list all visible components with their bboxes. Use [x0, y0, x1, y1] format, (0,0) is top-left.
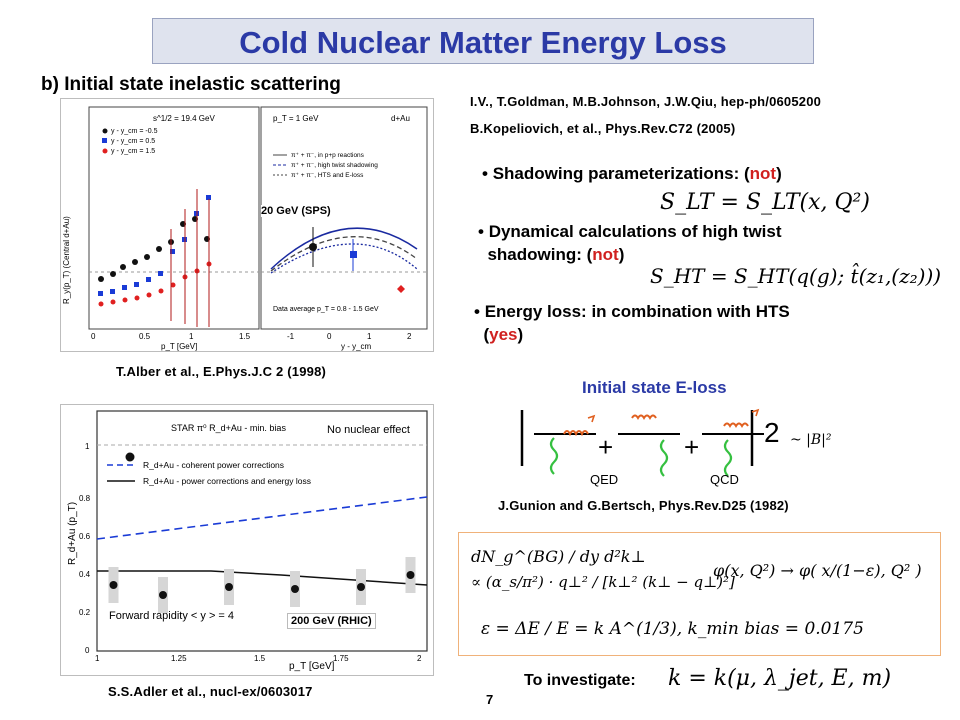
plot-rhic-xtick-0: 1 [95, 654, 100, 663]
bullet-shadowing: • Shadowing parameterizations: (not) [482, 164, 782, 183]
eq-slt: S_LT = S_LT(x, Q²) [660, 190, 870, 215]
plot-sps-xtick-r2: 1 [367, 332, 372, 341]
plot-sps-ylabel: R_y(p_T) (Central d+Au) [62, 216, 71, 304]
rhic-data-point [357, 583, 365, 591]
plot-rhic-ytick-4: 0.8 [79, 494, 91, 503]
bullet-dynamical-text2: shadowing: ( [487, 245, 593, 264]
plot-sps-xlabel-right: y - y_cm [341, 342, 372, 351]
eq-investigate: k = k(μ, λ_jet, E, m) [668, 666, 892, 691]
bullet-shadowing-not: not [749, 164, 777, 183]
plot-sps-svg: s^1/2 = 19.4 GeV p_T = 1 GeV d+Au y - y_… [62, 106, 428, 351]
bullet-energy-loss-close: ) [517, 325, 524, 344]
plot-sps-xtick-0: 0 [91, 332, 96, 341]
bullet-energy-loss: • Energy loss: in combination with HTS (… [474, 302, 790, 344]
bullet-shadowing-close: ) [776, 164, 782, 183]
bullet-dynamical-not: not [592, 245, 619, 264]
ref-adler: S.S.Adler et al., nucl-ex/0603017 [108, 684, 313, 699]
plot-sps-xtick-r3: 2 [407, 332, 412, 341]
plot-rhic-ylabel: R_d+Au (p_T) [67, 502, 78, 565]
ref-alber: T.Alber et al., E.Phys.J.C 2 (1998) [116, 364, 327, 379]
plot-sps-xtick-r0: -1 [287, 332, 295, 341]
plot-rhic-xtick-1: 1.25 [171, 654, 187, 663]
section-subtitle: b) Initial state inelastic scattering [41, 74, 341, 95]
ref-kopeliovich: B.Kopeliovich, et al., Phys.Rev.C72 (200… [470, 121, 736, 136]
diagram-eloss: + + QED QCD 2 ~ |B|² [514, 400, 854, 492]
plot-sps-right-header-l: p_T = 1 GeV [273, 114, 319, 123]
bullet-energy-loss-yes: yes [489, 325, 518, 344]
plot-rhic-header: STAR π⁰ R_d+Au - min. bias [171, 423, 286, 433]
rhic-data-point [225, 583, 233, 591]
plot-rhic-legend-1: R_d+Au - power corrections and energy lo… [143, 476, 311, 486]
bullet-dynamical: • Dynamical calculations of high twist s… [478, 222, 782, 264]
plot-sps-xtick-2: 1 [189, 332, 194, 341]
diagram-qcd: QCD [710, 472, 739, 487]
plot-sps-legend-1: y - y_cm = 0.5 [111, 138, 155, 145]
page-number: 7 [486, 692, 494, 707]
plot-sps: s^1/2 = 19.4 GeV p_T = 1 GeV d+Au y - y_… [60, 98, 434, 352]
eq-dn-rhs: ∝ (α_s/π²) · q⊥² / [k⊥² (k⊥ − q⊥)²] [471, 573, 735, 591]
plot-sps-legend-0: y - y_cm = -0.5 [111, 128, 158, 135]
rhic-data-point [291, 585, 299, 593]
plot-rhic-no-effect: No nuclear effect [327, 424, 410, 436]
eq-eps: ε = ΔE / E = k A^(1/3), k_min bias = 0.0… [481, 619, 864, 639]
plot-rhic-xtick-2: 1.5 [254, 654, 266, 663]
plot-sps-xtick-1: 0.5 [139, 332, 151, 341]
page-title: Cold Nuclear Matter Energy Loss [239, 25, 727, 60]
investigate-label: To investigate: [524, 672, 636, 689]
eq-dn-lhs: dN_g^(BG) / dy d²k⊥ [471, 547, 646, 566]
plot-rhic-ytick-0: 0 [85, 646, 90, 655]
plot-sps-xlabel-left: p_T [GeV] [161, 342, 197, 351]
plot-sps-legend-right-2: π⁺ + π⁻, HTS and E-loss [291, 172, 364, 179]
bullet-dynamical-close: ) [618, 245, 625, 264]
plot-sps-legend-right-0: π⁺ + π⁻, in p+p reactions [291, 152, 365, 159]
diagram-title: Initial state E-loss [582, 378, 727, 397]
plot-sps-xtick-3: 1.5 [239, 332, 251, 341]
bullet-energy-loss-text2: ( [483, 325, 490, 344]
ref-gunion: J.Gunion and G.Bertsch, Phys.Rev.D25 (19… [498, 498, 789, 513]
plot-rhic-energy-label: 200 GeV (RHIC) [287, 613, 376, 629]
diagram-plus-1: + [598, 432, 613, 462]
plot-rhic-ytick-3: 0.6 [79, 532, 91, 541]
formula-box: dN_g^(BG) / dy d²k⊥ ∝ (α_s/π²) · q⊥² / [… [458, 532, 941, 656]
plot-sps-bottom-note: Data average p_T = 0.8 - 1.5 GeV [273, 306, 379, 313]
eq-sht: S_HT = S_HT(q(g); t̂(z₁,(z₂))) [650, 264, 942, 288]
rhic-star-point [125, 452, 135, 462]
rhic-data-point [109, 581, 118, 589]
plot-sps-legend-2: y - y_cm = 1.5 [111, 148, 155, 155]
plot-sps-left-header: s^1/2 = 19.4 GeV [153, 114, 215, 123]
plot-sps-energy-label: 20 GeV (SPS) [261, 205, 331, 217]
ref-ivitev: I.V., T.Goldman, M.B.Johnson, J.W.Qiu, h… [470, 94, 822, 109]
plot-rhic-forward: Forward rapidity < y > = 4 [109, 610, 234, 622]
plot-sps-right-header-r: d+Au [391, 114, 410, 123]
bullet-dynamical-text: Dynamical calculations of high twist [488, 222, 782, 241]
plot-rhic-xlabel: p_T [GeV] [289, 661, 335, 672]
diagram-square: 2 [764, 417, 780, 448]
diagram-qed: QED [590, 472, 618, 487]
plot-rhic-legend-0: R_d+Au - coherent power corrections [143, 460, 284, 470]
diagram-svg: + + QED QCD 2 ~ |B|² [520, 408, 832, 487]
rhic-data-point [159, 591, 167, 599]
diagram-matrix: ~ |B|² [790, 432, 832, 448]
bullet-shadowing-text: Shadowing parameterizations: ( [492, 164, 750, 183]
plot-rhic: STAR π⁰ R_d+Au - min. bias No nuclear ef… [60, 404, 434, 676]
plot-rhic-xtick-4: 2 [417, 654, 422, 663]
plot-rhic-ytick-5: 1 [85, 442, 90, 451]
title-banner: Cold Nuclear Matter Energy Loss [152, 18, 814, 64]
plot-rhic-xtick-3: 1.75 [333, 654, 349, 663]
rhic-data-point [406, 571, 415, 579]
diagram-plus-2: + [684, 432, 699, 462]
eq-phi: φ(x, Q²) → φ( x/(1−ε), Q² ) [713, 561, 922, 580]
bullet-energy-loss-text: Energy loss: in combination with HTS [484, 302, 790, 321]
plot-rhic-svg: STAR π⁰ R_d+Au - min. bias No nuclear ef… [67, 410, 428, 672]
plot-sps-xtick-r1: 0 [327, 332, 332, 341]
plot-sps-legend-right-1: π⁺ + π⁻, high twist shadowing [291, 162, 378, 169]
plot-rhic-ytick-2: 0.4 [79, 570, 91, 579]
plot-rhic-ytick-1: 0.2 [79, 608, 91, 617]
